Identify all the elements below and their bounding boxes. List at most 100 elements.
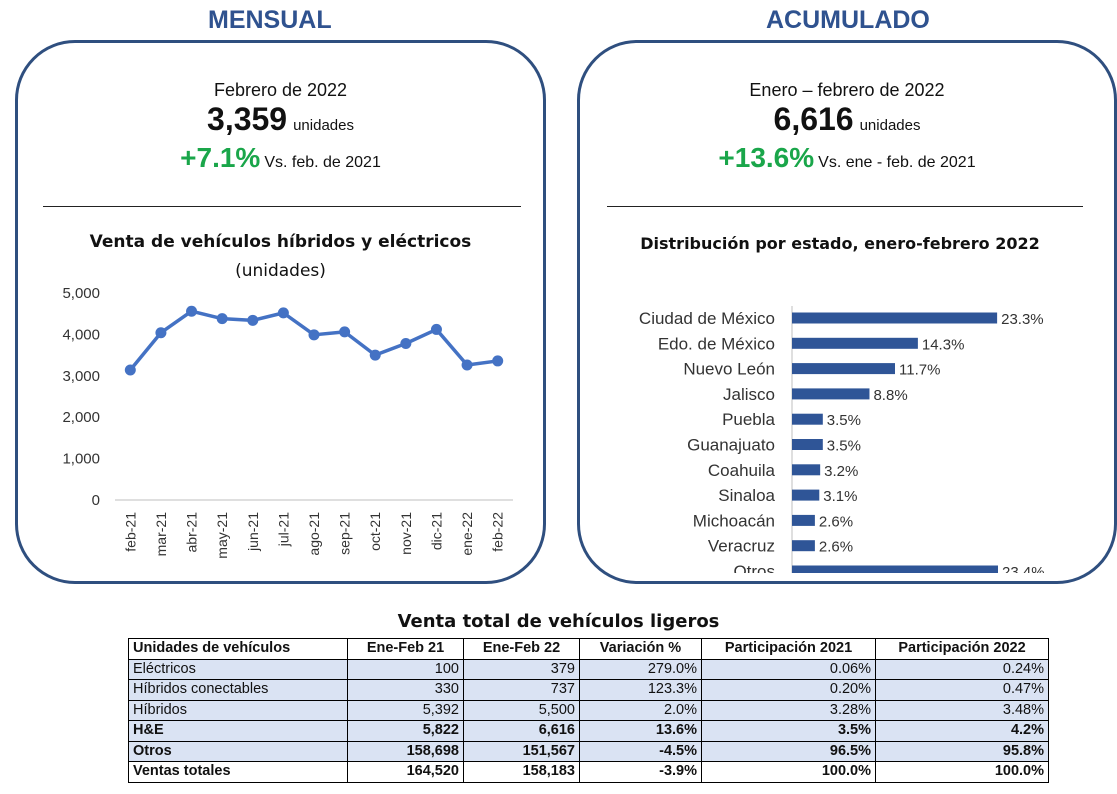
bar-category-label: Guanajuato — [687, 436, 775, 455]
bar-value-label: 3.2% — [824, 463, 858, 480]
bar-category-label: Otros — [733, 562, 775, 573]
acumulado-value-line: 6,616 unidades — [580, 101, 1114, 138]
table-cell: Otros — [128, 740, 348, 762]
y-tick-label: 5,000 — [62, 285, 100, 302]
x-tick-label: ene-22 — [459, 512, 475, 556]
data-point — [369, 349, 381, 361]
bar-value-label: 23.3% — [1001, 311, 1044, 328]
bar-value-label: 8.8% — [873, 387, 907, 404]
bar-value-label: 14.3% — [922, 336, 965, 353]
bar-category-label: Edo. de México — [658, 334, 775, 353]
acumulado-divider — [607, 206, 1083, 207]
x-tick-label: sep-21 — [337, 512, 353, 555]
table-header-row: Unidades de vehículos Ene-Feb 21 Ene-Feb 2… — [128, 638, 1049, 660]
table-cell: 2.0% — [579, 699, 702, 721]
table-cell: 96.5% — [701, 740, 876, 762]
table-cell: 0.20% — [701, 679, 876, 701]
table-column-header: Ene-Feb 21 — [347, 638, 464, 660]
line-chart: 0 1,000 2,000 3,000 4,000 5,000 feb-21 mar-21 ab… — [62, 285, 513, 559]
data-point — [430, 323, 442, 335]
bar — [792, 413, 823, 425]
mensual-panel: Febrero de 2022 3,359 unidades +7.1% Vs. f… — [15, 40, 546, 584]
table-cell: Híbridos — [128, 699, 348, 721]
series-line — [128, 309, 498, 372]
table-cell: 0.06% — [701, 658, 876, 680]
bar — [792, 439, 823, 450]
table-cell: 3.5% — [701, 720, 876, 742]
table-cell: 5,822 — [347, 720, 464, 742]
acumulado-value: 6,616 — [773, 101, 854, 137]
x-tick-label: dic-21 — [428, 512, 444, 550]
x-tick-label: abr-21 — [184, 512, 200, 553]
table-cell: 13.6% — [579, 720, 702, 742]
table-cell: 4.2% — [875, 720, 1049, 742]
table-cell: 279.0% — [579, 658, 702, 680]
table-cell: -3.9% — [579, 761, 702, 783]
table-cell: 100.0% — [701, 761, 876, 783]
table-cell: 123.3% — [579, 679, 702, 701]
table-cell: 3.48% — [875, 699, 1049, 721]
table-column-header: Unidades de vehículos — [128, 638, 348, 660]
table-cell: 6,616 — [463, 720, 580, 742]
table-row: Otros 158,698 151,567 -4.5% 96.5% 95.8% — [128, 740, 1049, 762]
mensual-change: +7.1% — [180, 142, 261, 173]
bar — [792, 489, 820, 501]
table-cell: 151,567 — [463, 740, 580, 762]
bar — [792, 337, 918, 349]
data-point — [277, 307, 289, 319]
x-tick-label: may-21 — [214, 512, 230, 559]
acumulado-panel: Enero – febrero de 2022 6,616 unidades +1… — [577, 40, 1117, 584]
x-tick-label: ago-21 — [306, 512, 322, 556]
table-cell: Eléctricos — [128, 658, 348, 680]
table-cell: 158,698 — [347, 740, 464, 762]
bar-chart: Ciudad de México 23.3% Edo. de México 14.3%… — [639, 306, 1045, 573]
y-tick-label: 1,000 — [62, 451, 100, 468]
data-point — [155, 327, 167, 339]
y-tick-label: 3,000 — [62, 368, 100, 385]
table-column-header: Participación 2022 — [875, 638, 1049, 660]
bar-value-label: 3.1% — [823, 488, 857, 505]
data-point — [461, 359, 473, 371]
table-cell: 100 — [347, 658, 464, 680]
bar — [792, 312, 998, 324]
table-cell: 330 — [347, 679, 464, 701]
x-tick-label: nov-21 — [398, 512, 414, 555]
bar — [792, 565, 998, 573]
data-point — [492, 355, 504, 367]
bar-category-label: Sinaloa — [718, 486, 775, 505]
bar-category-label: Jalisco — [723, 385, 775, 404]
table-body: Eléctricos 100 379 279.0% 0.06% 0.24% Híbridos… — [128, 658, 1049, 783]
table-row: Híbridos 5,392 5,500 2.0% 3.28% 3.48% — [128, 699, 1049, 721]
table-column-header: Ene-Feb 22 — [463, 638, 580, 660]
mensual-period: Febrero de 2022 — [213, 80, 348, 100]
mensual-title: MENSUAL — [208, 6, 332, 34]
acumulado-change-line: +13.6% Vs. ene - feb. de 2021 — [580, 142, 1114, 174]
table-cell: 3.28% — [701, 699, 876, 721]
x-tick-label: feb-21 — [122, 512, 138, 552]
table-cell: 95.8% — [875, 740, 1049, 762]
acumulado-vs: Vs. ene - feb. de 2021 — [818, 154, 976, 171]
table-cell: H&E — [128, 720, 348, 742]
table-cell: -4.5% — [579, 740, 702, 762]
bar-category-label: Nuevo León — [683, 360, 775, 379]
mensual-unit: unidades — [293, 117, 354, 134]
table-cell: Híbridos conectables — [128, 679, 348, 701]
bar-category-label: Coahuila — [708, 461, 776, 480]
bar-category-label: Michoacán — [693, 511, 775, 530]
data-point — [339, 326, 351, 338]
mensual-value-line: 3,359 unidades — [18, 101, 543, 138]
table-row: Ventas totales 164,520 158,183 -3.9% 100.0% 1… — [128, 761, 1049, 783]
bar-value-label: 3.5% — [827, 412, 861, 429]
bar-category-label: Veracruz — [708, 537, 775, 556]
bar — [792, 388, 870, 400]
table-cell: Ventas totales — [128, 761, 348, 783]
data-point — [216, 313, 228, 325]
bar-category-label: Puebla — [722, 410, 775, 429]
table-cell: 737 — [463, 679, 580, 701]
table-title: Venta total de vehículos ligeros — [397, 611, 720, 632]
bar-value-label: 2.6% — [819, 539, 853, 556]
mensual-divider — [43, 206, 521, 207]
table-cell: 379 — [463, 658, 580, 680]
bar — [792, 514, 815, 526]
bar — [792, 464, 821, 476]
